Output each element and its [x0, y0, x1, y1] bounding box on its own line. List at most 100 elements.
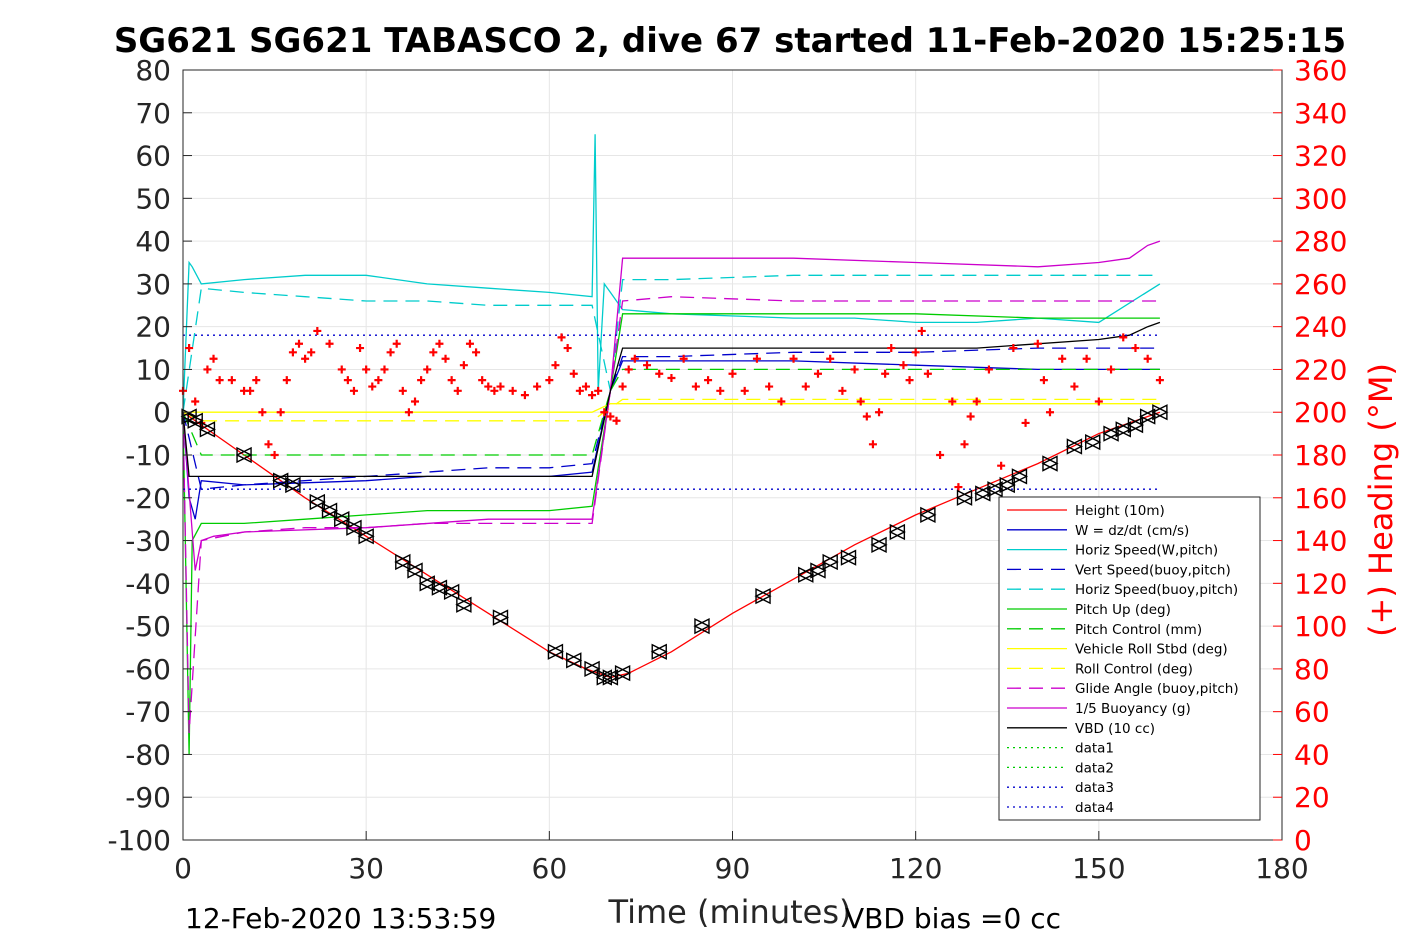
footer-vbd-bias: VBD bias =0 cc [845, 902, 1061, 935]
depth-marker [839, 549, 858, 566]
legend-label: Glide Angle (buoy,pitch) [1075, 681, 1239, 697]
heading-point [1058, 354, 1067, 363]
left-tick-label: 40 [135, 225, 171, 258]
right-tick-label: 100 [1294, 610, 1347, 643]
right-tick-label: 20 [1294, 781, 1330, 814]
heading-point [423, 365, 432, 374]
heading-point [789, 354, 798, 363]
heading-point [1082, 354, 1091, 363]
heading-point [728, 369, 737, 378]
heading-point [1094, 397, 1103, 406]
heading-point [203, 365, 212, 374]
heading-point [478, 376, 487, 385]
heading-point [313, 326, 322, 335]
heading-point [600, 408, 609, 417]
heading-point [887, 344, 896, 353]
heading-point [490, 386, 499, 395]
right-tick-label: 200 [1294, 396, 1347, 429]
heading-point [453, 386, 462, 395]
right-tick-label: 240 [1294, 311, 1347, 344]
legend-label: Height (10m) [1075, 503, 1165, 519]
depth-marker [235, 446, 253, 464]
depth-marker [919, 506, 937, 524]
series-line-6 [182, 313, 1160, 755]
left-tick-label: 10 [135, 353, 171, 386]
depth-marker [1114, 421, 1132, 438]
left-tick-label: 80 [135, 54, 171, 87]
heading-point [398, 386, 407, 395]
x-tick-label: 60 [532, 852, 568, 885]
left-tick-label: -20 [125, 482, 171, 515]
heading-point [612, 416, 621, 425]
footer-timestamp: 12-Feb-2020 13:53:59 [185, 902, 496, 935]
heading-point [356, 344, 365, 353]
depth-marker [320, 502, 339, 519]
chart-title: SG621 SG621 TABASCO 2, dive 67 started 1… [114, 21, 1346, 61]
heading-point [581, 382, 590, 391]
legend-label: Vehicle Roll Stbd (deg) [1075, 642, 1228, 658]
depth-marker [1084, 434, 1102, 451]
left-tick-label: 0 [153, 396, 171, 429]
heading-point [899, 361, 908, 370]
left-tick-label: 30 [135, 268, 171, 301]
legend-box [998, 496, 1261, 821]
right-tick-label: 220 [1294, 353, 1347, 386]
left-tick-label: 20 [135, 311, 171, 344]
depth-marker [821, 553, 839, 571]
series-line-9 [182, 398, 1160, 422]
series-line-5 [182, 274, 1160, 413]
depth-marker [1065, 438, 1083, 455]
heading-point [246, 386, 255, 395]
legend-label: data2 [1075, 760, 1114, 776]
heading-point [655, 369, 664, 378]
legend-label: Pitch Up (deg) [1075, 602, 1171, 618]
heading-point [404, 408, 413, 417]
heading-point [545, 376, 554, 385]
heading-point [1155, 376, 1164, 385]
depth-marker [1151, 404, 1169, 421]
depth-marker [888, 523, 906, 541]
heading-point [716, 386, 725, 395]
heading-point [264, 440, 273, 449]
legend-label: W = dz/dt (cm/s) [1075, 523, 1189, 539]
depth-marker [797, 566, 815, 583]
right-tick-label: 60 [1294, 696, 1330, 729]
depth-marker [491, 609, 510, 626]
x-tick-label: 30 [348, 852, 384, 885]
x-tick-label: 150 [1072, 852, 1125, 885]
depth-marker [186, 412, 204, 429]
depth-marker [809, 562, 827, 579]
heading-point [813, 369, 822, 378]
left-tick-label: -40 [125, 567, 171, 600]
heading-point [704, 376, 713, 385]
right-tick-label: 320 [1294, 140, 1347, 173]
depth-marker [546, 643, 565, 660]
depth-marker [1126, 416, 1145, 434]
right-axis-label: (+) Heading (°M) [1362, 363, 1400, 637]
heading-point [557, 333, 566, 342]
heading-point [1021, 418, 1030, 427]
heading-point [520, 391, 529, 400]
depth-marker [986, 481, 1004, 498]
depth-marker [955, 489, 974, 506]
heading-point [691, 382, 700, 391]
heading-point [307, 348, 316, 357]
heading-point [1119, 333, 1128, 342]
x-tick-label: 0 [174, 852, 192, 885]
heading-point [435, 339, 444, 348]
heading-point [441, 354, 450, 363]
x-tick-label: 180 [1255, 852, 1308, 885]
heading-point [875, 408, 884, 417]
depth-marker [418, 575, 436, 592]
heading-point [1039, 376, 1048, 385]
heading-point [227, 376, 236, 385]
heading-point [496, 382, 505, 391]
heading-point [276, 408, 285, 417]
depth-marker [974, 485, 992, 502]
heading-point [679, 354, 688, 363]
heading-point [618, 382, 627, 391]
legend-label: Pitch Control (mm) [1075, 622, 1202, 638]
right-tick-label: 0 [1294, 824, 1312, 857]
heading-point [185, 344, 194, 353]
left-tick-label: -100 [107, 824, 171, 857]
